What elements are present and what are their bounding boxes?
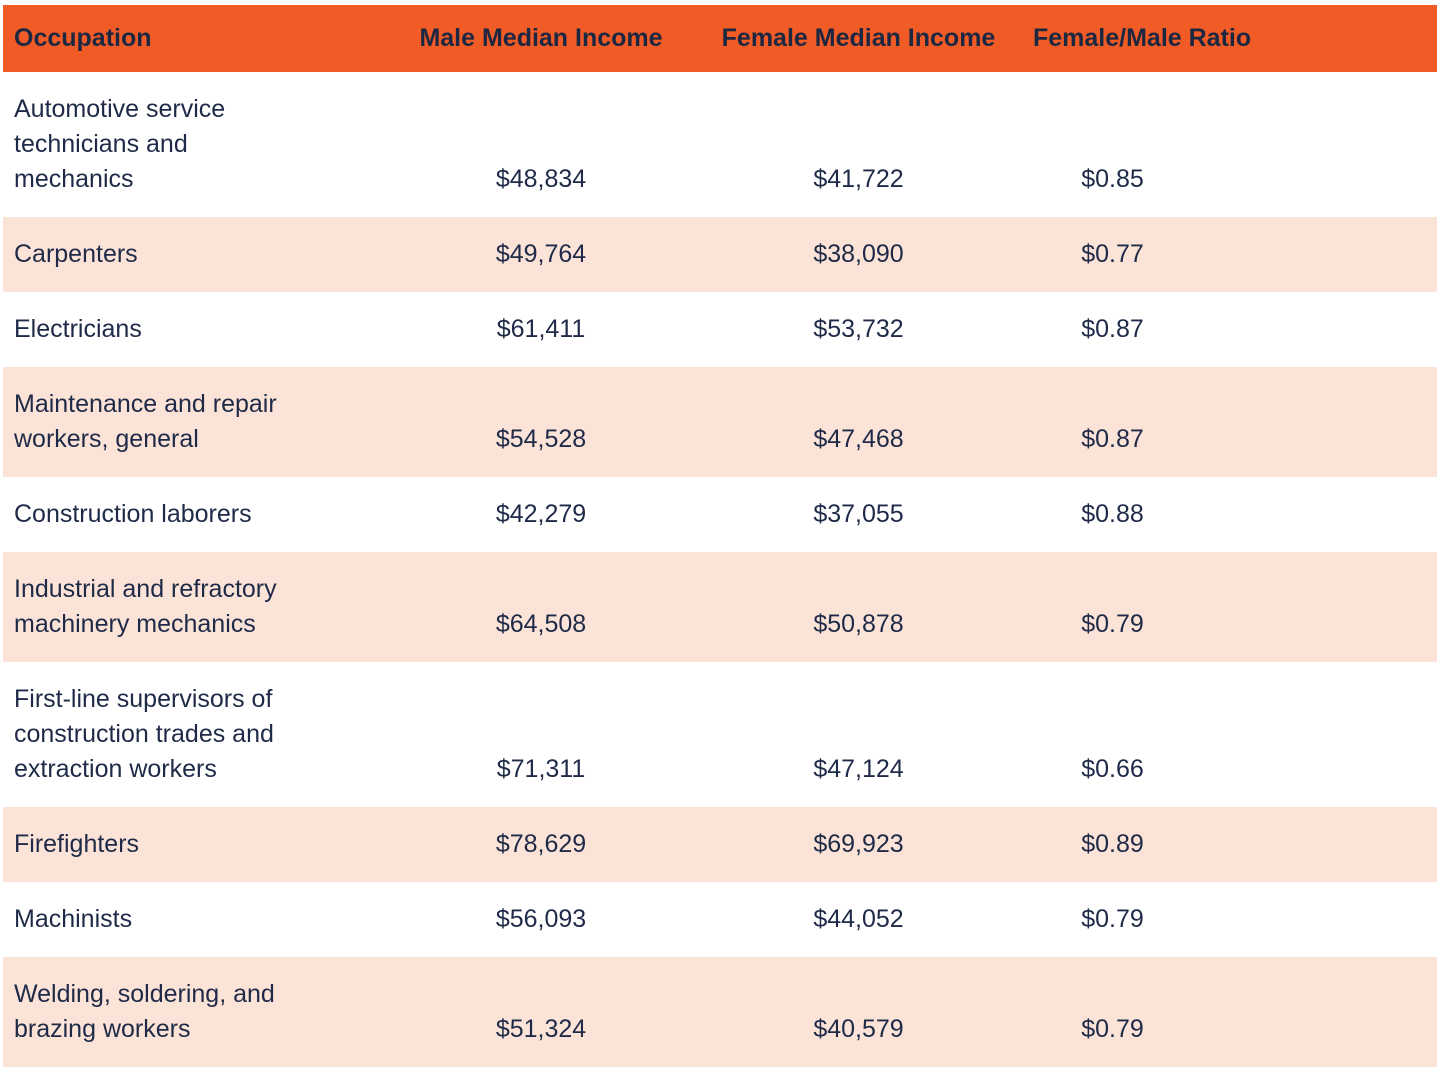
table-row: Electricians $61,411 $53,732 $0.87 <box>3 292 1437 367</box>
female-income-cell: $47,124 <box>813 755 904 783</box>
table-row: Machinists $56,093 $44,052 $0.79 <box>3 882 1437 957</box>
table-row: Maintenance and repair workers, general $… <box>3 367 1437 477</box>
occupation-cell: Automotive service technicians and mecha… <box>14 95 226 193</box>
male-income-cell: $49,764 <box>495 240 587 268</box>
ratio-cell: $0.77 <box>1081 240 1144 268</box>
female-income-cell: $69,923 <box>813 830 904 858</box>
column-header-female-male-ratio: Female/Male Ratio <box>1033 24 1252 52</box>
ratio-cell: $0.87 <box>1081 425 1144 453</box>
ratio-cell: $0.85 <box>1081 165 1144 193</box>
ratio-cell: $0.87 <box>1081 315 1144 343</box>
table-row: Construction laborers $42,279 $37,055 $0.88 <box>3 477 1437 552</box>
male-income-cell: $48,834 <box>495 165 587 193</box>
ratio-cell: $0.79 <box>1081 610 1144 638</box>
occupation-cell: First-line supervisors of construction t… <box>14 685 274 783</box>
table-row: Carpenters $49,764 $38,090 $0.77 <box>3 217 1437 292</box>
male-income-cell: $54,528 <box>495 425 587 453</box>
table-row: First-line supervisors of construction t… <box>3 662 1437 807</box>
male-income-cell: $61,411 <box>496 315 586 343</box>
male-income-cell: $64,508 <box>495 610 587 638</box>
ratio-cell: $0.79 <box>1081 905 1144 933</box>
female-income-cell: $44,052 <box>813 905 904 933</box>
table-row: Welding, soldering, and brazing workers $… <box>3 957 1437 1067</box>
occupation-cell: Construction laborers <box>14 500 252 528</box>
female-income-cell: $53,732 <box>813 315 904 343</box>
ratio-cell: $0.66 <box>1081 755 1144 783</box>
table-header: Occupation Male Median Income Female Med… <box>3 5 1437 72</box>
male-income-cell: $78,629 <box>495 830 587 858</box>
column-header-male-median-income: Male Median Income <box>419 24 663 52</box>
occupation-cell: Firefighters <box>14 830 140 858</box>
income-table-container: Occupation Male Median Income Female Med… <box>3 5 1437 1067</box>
female-income-cell: $47,468 <box>813 425 904 453</box>
occupation-cell: Carpenters <box>14 240 138 268</box>
table-row: Industrial and refractory machinery mech… <box>3 552 1437 662</box>
ratio-cell: $0.89 <box>1081 830 1144 858</box>
female-income-cell: $50,878 <box>813 610 904 638</box>
male-income-cell: $71,311 <box>496 755 586 783</box>
ratio-cell: $0.88 <box>1081 500 1144 528</box>
female-income-cell: $41,722 <box>813 165 904 193</box>
female-income-cell: $40,579 <box>813 1015 904 1043</box>
header-row: Occupation Male Median Income Female Med… <box>3 5 1437 72</box>
occupation-cell: Industrial and refractory machinery mech… <box>14 575 277 638</box>
table-row: Automotive service technicians and mecha… <box>3 72 1437 217</box>
female-income-cell: $38,090 <box>813 240 904 268</box>
occupation-cell: Machinists <box>14 905 133 933</box>
male-income-cell: $42,279 <box>495 500 587 528</box>
table-row: Firefighters $78,629 $69,923 $0.89 <box>3 807 1437 882</box>
occupation-cell: Welding, soldering, and brazing workers <box>14 980 275 1043</box>
column-header-occupation: Occupation <box>14 24 152 52</box>
table-body: Automotive service technicians and mecha… <box>3 72 1437 1067</box>
occupation-cell: Maintenance and repair workers, general <box>14 390 277 453</box>
occupation-cell: Electricians <box>14 315 142 343</box>
income-table: Occupation Male Median Income Female Med… <box>3 5 1437 1067</box>
female-income-cell: $37,055 <box>813 500 904 528</box>
column-header-female-median-income: Female Median Income <box>721 24 996 52</box>
ratio-cell: $0.79 <box>1081 1015 1144 1043</box>
male-income-cell: $51,324 <box>495 1015 587 1043</box>
male-income-cell: $56,093 <box>495 905 587 933</box>
